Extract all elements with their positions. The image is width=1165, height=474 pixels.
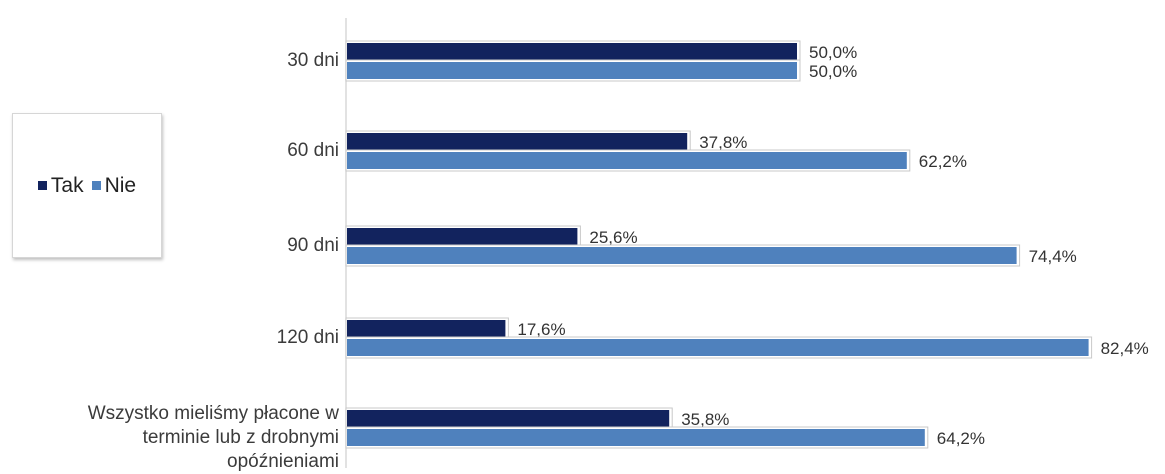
data-label-nie-4: 64,2% [937,429,985,448]
bar-tak-4 [347,410,670,427]
bar-tak-3 [347,320,506,337]
legend-swatch-tak [37,181,47,190]
legend-label-nie: Nie [104,173,137,197]
legend: Tak Nie [12,113,162,258]
legend-item-tak: Tak [37,173,84,198]
category-label-2: 90 dni [287,235,339,256]
legend-swatch-nie [91,181,101,190]
data-label-tak-2: 25,6% [589,228,637,247]
data-label-nie-2: 74,4% [1029,247,1077,266]
bar-nie-1 [347,152,907,169]
category-label-1: 60 dni [287,140,339,161]
data-label-tak-0: 50,0% [809,43,857,62]
bar-nie-2 [347,247,1017,264]
data-label-tak-3: 17,6% [517,320,565,339]
bar-nie-4 [347,429,925,446]
bar-tak-1 [347,133,688,150]
category-label-4: Wszystko mieliśmy płacone w terminie lub… [87,403,339,472]
bar-nie-3 [347,339,1089,356]
bar-tak-0 [347,43,797,60]
category-label-0: 30 dni [287,50,339,71]
legend-item-nie: Nie [91,173,137,198]
data-label-tak-1: 37,8% [699,133,747,152]
data-label-nie-1: 62,2% [919,152,967,171]
data-label-tak-4: 35,8% [681,410,729,429]
data-label-nie-3: 82,4% [1101,339,1149,358]
bar-tak-2 [347,228,578,245]
legend-label-tak: Tak [50,173,84,197]
bar-nie-0 [347,62,797,79]
bars-group: 50,0%50,0% 37,8% 62,2% 25,6% 74,4% 17,6% 82,4%… [345,40,1149,449]
data-label-nie-0: 50,0% [809,62,857,81]
category-label-3: 120 dni [276,327,339,348]
